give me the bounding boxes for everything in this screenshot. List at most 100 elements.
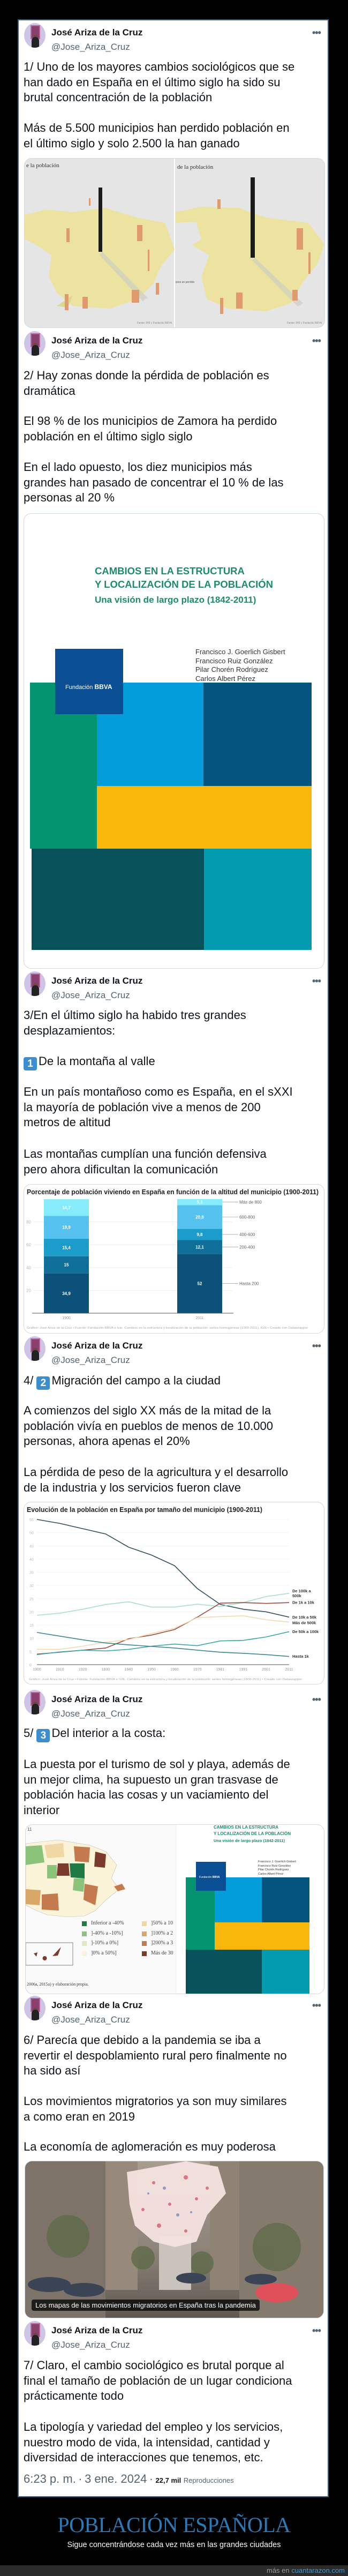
page-number: 11	[27, 1827, 32, 1832]
meme-title: POBLACIÓN ESPAÑOLA	[57, 2513, 291, 2537]
avatar[interactable]	[24, 971, 46, 996]
tweet-3-paragraph-2: 1 De la montaña al valle	[24, 1054, 155, 1070]
more-options-icon[interactable]: •••	[312, 1341, 321, 1351]
bar-segment	[44, 1216, 89, 1239]
legend-swatch	[142, 1921, 147, 1926]
cover-block-dark-teal	[32, 849, 204, 950]
y-tick-label: 50	[29, 1532, 34, 1536]
author-handle[interactable]: @Jose_Ariza_Cruz	[51, 42, 130, 52]
municipality-size-line-chart: Evolución de la población en España por …	[27, 1506, 319, 1681]
avatar[interactable]	[24, 331, 46, 356]
author-handle[interactable]: @Jose_Ariza_Cruz	[51, 990, 130, 1000]
x-tick-label: 1950	[147, 1668, 156, 1672]
more-options-icon[interactable]: •••	[312, 1694, 321, 1705]
tweet-1-media-3d-maps[interactable]: e la población de la población	[24, 158, 325, 328]
bar-segment	[177, 1199, 222, 1205]
data-label: 9,8	[196, 1232, 203, 1237]
more-options-icon[interactable]: •••	[312, 335, 321, 346]
book-title-line-1: CAMBIOS EN LA ESTRUCTURA	[95, 565, 245, 576]
tweet-2-paragraph-3: En el lado opuesto, los diez municipios …	[24, 460, 284, 504]
author-name[interactable]: José Ariza de la Cruz	[51, 27, 143, 38]
series-label: 200-400	[239, 1245, 255, 1249]
author-handle[interactable]: @Jose_Ariza_Cruz	[51, 2340, 130, 2350]
x-tick-label: 1900	[62, 1316, 71, 1320]
more-options-icon[interactable]: •••	[312, 2325, 321, 2336]
tweet-3-paragraph-3: En un país montañoso como es España, en …	[24, 1085, 293, 1129]
x-tick-label: 1930	[102, 1668, 110, 1672]
x-tick-label: 1900	[33, 1668, 41, 1672]
y-tick-label: 40	[29, 1558, 34, 1562]
data-label: 34,9	[62, 1291, 71, 1296]
bar-segment	[177, 1205, 222, 1229]
x-tick-label: 1920	[79, 1668, 87, 1672]
author-name[interactable]: José Ariza de la Cruz	[51, 976, 143, 986]
legend-swatch	[142, 1941, 147, 1946]
author-handle[interactable]: @Jose_Ariza_Cruz	[51, 2015, 130, 2025]
avatar[interactable]	[24, 1336, 46, 1361]
avatar[interactable]	[24, 23, 46, 48]
more-options-icon[interactable]: •••	[312, 976, 321, 986]
series-line	[36, 1519, 290, 1618]
y-tick-label: 20	[26, 1288, 31, 1293]
series-label: Hasta 1k	[292, 1654, 309, 1659]
tweet-date[interactable]: 3 ene. 2024	[85, 2472, 147, 2485]
author-name[interactable]: José Ariza de la Cruz	[51, 1341, 143, 1351]
bar-segment	[177, 1229, 222, 1240]
tweet-5-media-map-and-cover[interactable]: 11 Inferior a -40% ]-40% a -10%] ]-10% a…	[25, 1824, 324, 1994]
legend-swatch	[82, 1951, 87, 1956]
tweet-4-media-municipality-size-chart[interactable]: Evolución de la población en España por …	[24, 1502, 324, 1684]
data-label: 15	[64, 1263, 69, 1268]
more-options-icon[interactable]: •••	[312, 27, 321, 38]
author-name[interactable]: José Ariza de la Cruz	[51, 335, 143, 346]
bar-segment	[44, 1256, 89, 1274]
book-title-line-2: Y LOCALIZACIÓN DE LA POBLACIÓN	[95, 579, 273, 590]
cover-block-yellow	[97, 786, 312, 849]
author-handle[interactable]: @Jose_Ariza_Cruz	[51, 1709, 130, 1719]
author-name[interactable]: José Ariza de la Cruz	[51, 2325, 143, 2335]
view-count: 22,7 mil	[155, 2476, 181, 2484]
avatar[interactable]	[24, 2321, 46, 2346]
legend-swatch	[142, 1931, 147, 1936]
cover-block-teal	[204, 849, 312, 950]
tweet-6-media-street-photo[interactable]: Los mapas de las movimientos migratorios…	[25, 2161, 324, 2318]
left-map-source: Fuente: INE y Fundación BBVA	[137, 322, 172, 325]
keycap-1-icon: 1	[24, 1057, 37, 1070]
avatar[interactable]	[24, 1996, 46, 2020]
y-tick-label: 10	[29, 1637, 34, 1641]
keycap-3-icon: 3	[36, 1729, 50, 1742]
tweet-time[interactable]: 6:23 p. m.	[24, 2472, 76, 2485]
views-label: Reproducciones	[183, 2476, 234, 2484]
tweet-5-paragraph-1: 5/ 3 Del interior a la costa:	[24, 1726, 166, 1742]
author-handle[interactable]: @Jose_Ariza_Cruz	[51, 350, 130, 360]
series-label: De 50k a 100k	[292, 1629, 319, 1634]
avatar[interactable]	[24, 1690, 46, 1714]
tweet-7-paragraph-1: 7/ Claro, el cambio sociológico es bruta…	[24, 2358, 292, 2402]
choropleth-source-note: 2006a, 2015a) y elaboración propia.	[27, 1982, 89, 1987]
site-link[interactable]: cuantarazon.com	[291, 2566, 345, 2574]
tweet-2-paragraph-2: El 98 % de los municipios de Zamora ha p…	[24, 414, 277, 443]
chart-title: Evolución de la población en España por …	[27, 1506, 262, 1514]
data-label: 52	[198, 1282, 202, 1286]
keycap-2-icon: 2	[36, 1376, 50, 1390]
series-line	[36, 1632, 290, 1657]
data-label: 20,8	[195, 1215, 204, 1219]
author-name[interactable]: José Ariza de la Cruz	[51, 2000, 143, 2010]
author-name[interactable]: José Ariza de la Cruz	[51, 1694, 143, 1704]
legend-swatch	[82, 1921, 87, 1926]
site-footer-bar: más en cuantarazon.com	[0, 2565, 348, 2576]
tweet-6-paragraph-2: Los movimientos migratorios ya son muy s…	[24, 2094, 287, 2123]
book-subtitle: Una visión de largo plazo (1842-2011)	[95, 595, 256, 605]
legend-label: ]0% a 50%]	[91, 1950, 117, 1956]
y-tick-label: 35	[29, 1571, 34, 1575]
tweet-3-media-altitude-chart[interactable]: Porcentaje de población viviendo en Espa…	[24, 1184, 324, 1334]
right-map-side-label: ipios an perdido	[176, 281, 195, 284]
more-options-icon[interactable]: •••	[312, 2000, 321, 2011]
series-label: 600-800	[239, 1215, 255, 1219]
tweet-4-paragraph-2: A comienzos del siglo XX más de la mitad…	[24, 1404, 274, 1448]
tweet-4-paragraph-1: 4/ 2 Migración del campo a la ciudad	[24, 1374, 221, 1390]
series-label: De 10k a 50k	[292, 1615, 317, 1620]
author-handle[interactable]: @Jose_Ariza_Cruz	[51, 1355, 130, 1365]
legend-label: ]-40% a -10%]	[91, 1930, 123, 1936]
data-label: 19,9	[62, 1225, 71, 1230]
tweet-2-media-book-cover[interactable]: CAMBIOS EN LA ESTRUCTURA Y LOCALIZACIÓN …	[24, 513, 324, 969]
